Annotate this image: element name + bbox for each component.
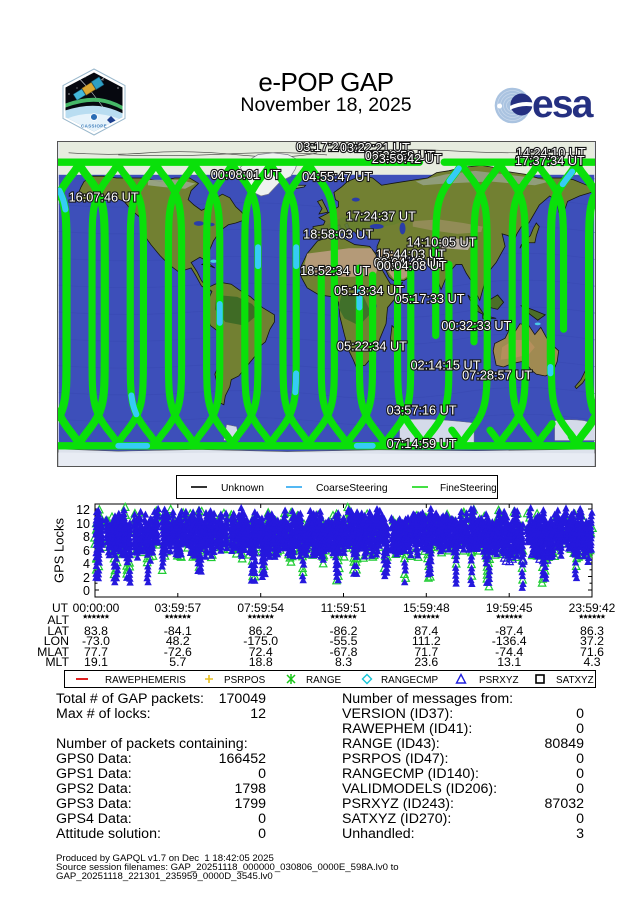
svg-text:RANGE: RANGE bbox=[306, 675, 342, 686]
svg-text:esa: esa bbox=[532, 85, 594, 126]
svg-text:15:44:03 UT: 15:44:03 UT bbox=[376, 246, 446, 261]
svg-text:00:26:59 UT: 00:26:59 UT bbox=[365, 148, 435, 163]
svg-text:05:13:34 UT: 05:13:34 UT bbox=[334, 283, 404, 298]
svg-text:07:14:59 UT: 07:14:59 UT bbox=[387, 436, 457, 451]
svg-text:17:37:34 UT: 17:37:34 UT bbox=[515, 153, 585, 168]
svg-text:23:59:42 UT: 23:59:42 UT bbox=[372, 151, 442, 166]
svg-text:PSRPOS: PSRPOS bbox=[224, 675, 266, 686]
svg-text:02:14:15 UT: 02:14:15 UT bbox=[410, 358, 480, 373]
svg-text:05:22:34 UT: 05:22:34 UT bbox=[337, 339, 407, 354]
svg-text:03:22:21 UT: 03:22:21 UT bbox=[340, 141, 410, 155]
svg-text:09:04:48 UT: 09:04:48 UT bbox=[374, 255, 444, 270]
svg-text:17:24:37 UT: 17:24:37 UT bbox=[346, 209, 416, 224]
svg-text:Unknown: Unknown bbox=[221, 483, 264, 494]
svg-text:PSRXYZ: PSRXYZ bbox=[479, 675, 519, 686]
svg-text:00:08:01 UT: 00:08:01 UT bbox=[211, 167, 281, 182]
svg-text:03:57:16 UT: 03:57:16 UT bbox=[387, 402, 457, 417]
svg-text:SATXYZ: SATXYZ bbox=[556, 675, 594, 686]
svg-text:00:32:33 UT: 00:32:33 UT bbox=[441, 318, 511, 333]
svg-text:FineSteering: FineSteering bbox=[440, 483, 497, 494]
svg-text:04:55:47 UT: 04:55:47 UT bbox=[302, 169, 372, 184]
svg-text:CASSIOPE: CASSIOPE bbox=[81, 124, 107, 129]
svg-text:CoarseSteering: CoarseSteering bbox=[316, 483, 388, 494]
svg-text:14:24:10 UT: 14:24:10 UT bbox=[516, 145, 586, 160]
svg-text:07:28:57 UT: 07:28:57 UT bbox=[462, 368, 532, 383]
svg-text:05:17:33 UT: 05:17:33 UT bbox=[395, 291, 465, 306]
svg-text:RAWEPHEMERIS: RAWEPHEMERIS bbox=[105, 675, 186, 686]
svg-text:14:10:05 UT: 14:10:05 UT bbox=[407, 234, 477, 249]
svg-text:00:04:08 UT: 00:04:08 UT bbox=[377, 258, 447, 273]
svg-text:RANGECMP: RANGECMP bbox=[381, 675, 438, 686]
svg-text:03:17:24 UT: 03:17:24 UT bbox=[296, 141, 366, 154]
svg-text:18:52:34 UT: 18:52:34 UT bbox=[300, 263, 370, 278]
svg-text:16:07:46 UT: 16:07:46 UT bbox=[69, 190, 139, 205]
svg-text:18:58:03 UT: 18:58:03 UT bbox=[303, 226, 373, 241]
